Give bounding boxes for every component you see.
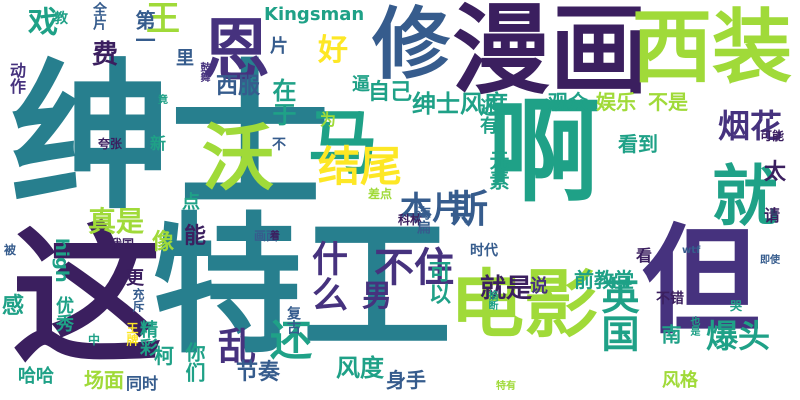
- word: 风格: [662, 370, 698, 391]
- word: 不: [272, 137, 286, 153]
- word: 啊: [469, 92, 599, 204]
- word: high: [51, 238, 72, 283]
- word: 特工: [152, 200, 453, 374]
- word: 风度: [336, 354, 384, 382]
- word: 海扁: [415, 206, 431, 234]
- word: 不是: [648, 90, 688, 114]
- word: 英国: [595, 276, 639, 352]
- word: 动作: [7, 62, 26, 94]
- word: 烟花: [718, 107, 783, 145]
- word: 场面: [84, 368, 124, 392]
- word: 点: [182, 192, 200, 213]
- word: 感: [2, 294, 25, 319]
- word: 电影: [450, 262, 598, 348]
- word: 漫画: [452, 0, 649, 108]
- word: 元素: [486, 150, 510, 190]
- word: 说: [527, 276, 548, 294]
- word: 你们: [182, 342, 206, 382]
- word: 柯: [154, 344, 174, 368]
- word: 里: [176, 48, 194, 69]
- word: 本片: [400, 189, 465, 227]
- word: 哭: [730, 299, 743, 313]
- word: 乱: [218, 325, 257, 369]
- word: 西服: [216, 74, 261, 99]
- word: 能: [184, 224, 207, 249]
- word: 观众: [548, 90, 588, 114]
- word: 结尾: [318, 142, 403, 191]
- word: 西装: [632, 1, 792, 94]
- word: 全片: [91, 2, 107, 30]
- word: 好: [318, 33, 348, 68]
- word: 新: [150, 134, 167, 153]
- word: 同时: [126, 374, 159, 393]
- word: 差点: [368, 187, 393, 201]
- word: 就是: [480, 274, 533, 304]
- word: 中: [88, 333, 101, 347]
- word: 节奏: [236, 360, 281, 385]
- word: 教: [54, 11, 68, 27]
- word: 鼓舞: [198, 62, 209, 82]
- word: 斯: [450, 187, 489, 231]
- word: 哈哈: [18, 366, 54, 387]
- word: 更: [126, 268, 144, 289]
- word: 看到: [618, 132, 658, 156]
- word: 不错: [656, 291, 684, 307]
- word: 为: [320, 110, 337, 129]
- word: 马: [308, 102, 378, 184]
- word: 夸张: [98, 137, 123, 151]
- word: 逼: [349, 74, 370, 92]
- word: 费: [92, 40, 119, 70]
- word: 即使: [760, 255, 780, 266]
- word: 修: [372, 0, 451, 90]
- word: 爆头: [706, 317, 771, 355]
- word: 看: [636, 246, 653, 265]
- word: 我国: [110, 237, 135, 251]
- word: 被: [4, 243, 17, 257]
- word: 沃: [202, 116, 275, 200]
- word: 还: [270, 316, 313, 365]
- word: 竟: [158, 95, 168, 106]
- word: 还有: [477, 98, 498, 134]
- word: 身手: [386, 368, 426, 392]
- word: 自己: [368, 80, 413, 105]
- word: 绅士风度: [412, 90, 508, 118]
- word: 特有: [496, 381, 516, 392]
- word: 精彩: [137, 320, 158, 356]
- word: 但: [642, 212, 761, 350]
- word: 绅士: [10, 44, 331, 231]
- word: 这: [12, 210, 163, 384]
- word: 优秀: [53, 296, 74, 332]
- word: 充斥: [131, 288, 145, 312]
- word: 可以: [425, 260, 450, 304]
- word: 科林: [398, 213, 423, 227]
- word: 着: [270, 231, 280, 242]
- word: 掐断: [486, 290, 497, 310]
- word: 男: [362, 279, 392, 314]
- word: 南: [658, 324, 682, 344]
- word: 也是: [688, 316, 699, 336]
- word: 片: [270, 36, 288, 57]
- word: 娱乐: [596, 90, 636, 114]
- word: Kingsman: [264, 4, 365, 25]
- word: 王牌: [125, 322, 139, 346]
- word: 戏: [22, 6, 57, 36]
- word: 王: [146, 0, 180, 39]
- word: 就: [712, 158, 778, 235]
- word: 可能: [760, 129, 785, 143]
- word: 请: [764, 206, 781, 225]
- word: 恩: [202, 12, 271, 91]
- word: wtf: [682, 245, 701, 256]
- word: 真是: [88, 205, 145, 238]
- word: 像: [152, 230, 175, 255]
- word: 画面: [254, 229, 279, 243]
- word: 前教堂: [574, 268, 634, 292]
- word: 在于: [268, 78, 296, 126]
- word: 第一: [132, 10, 156, 50]
- word: 复古: [285, 306, 301, 334]
- word: 不住: [374, 245, 454, 291]
- word: 什么: [306, 240, 347, 312]
- word: 时代: [470, 243, 498, 259]
- word: 太: [764, 160, 787, 185]
